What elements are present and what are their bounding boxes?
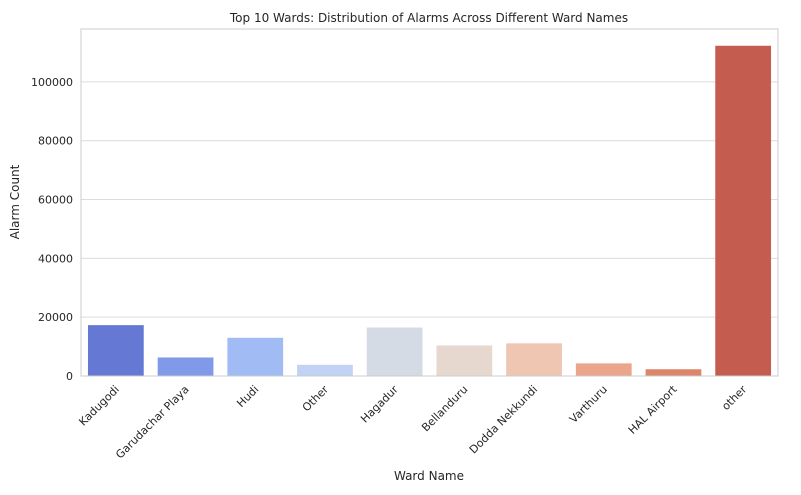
x-tick-label: HAL Airport — [626, 382, 680, 436]
y-axis-label: Alarm Count — [8, 164, 22, 239]
y-tick-label: 40000 — [38, 252, 73, 265]
y-tick-label: 80000 — [38, 135, 73, 148]
bar-other — [715, 45, 772, 376]
x-tick-label: Varthuru — [567, 383, 610, 426]
bar-dodda-nekkundi — [506, 343, 562, 376]
gridlines — [81, 81, 778, 377]
bar-kadugodi — [87, 325, 144, 376]
x-tick-label: Hagadur — [358, 383, 401, 426]
bar-varthuru — [575, 363, 632, 376]
bars — [87, 45, 772, 376]
bar-bellanduru — [436, 345, 493, 376]
bar-hudi — [227, 337, 284, 376]
bar-hal-airport — [645, 369, 702, 376]
y-axis-ticks: 0 20000 40000 60000 80000 100000 — [31, 76, 73, 383]
x-tick-label: Dodda Nekkundi — [467, 383, 540, 456]
y-tick-label: 20000 — [38, 311, 73, 324]
y-tick-label: 0 — [66, 370, 73, 383]
chart-title: Top 10 Wards: Distribution of Alarms Acr… — [229, 11, 628, 25]
y-tick-label: 100000 — [31, 76, 73, 89]
x-tick-label: Hudi — [234, 383, 261, 410]
x-axis-label: Ward Name — [394, 469, 464, 483]
x-tick-label: Kadugodi — [76, 383, 122, 429]
plot-frame — [80, 28, 779, 377]
y-tick-label: 60000 — [38, 194, 73, 207]
x-tick-label: Garudachar Playa — [113, 383, 191, 461]
bar-other — [297, 364, 353, 376]
x-tick-label: other — [719, 383, 749, 413]
bar-hagadur — [366, 327, 423, 376]
bar-garudachar-playa — [157, 357, 214, 376]
x-tick-label: Other — [300, 383, 332, 415]
x-tick-label: Bellanduru — [419, 383, 470, 434]
